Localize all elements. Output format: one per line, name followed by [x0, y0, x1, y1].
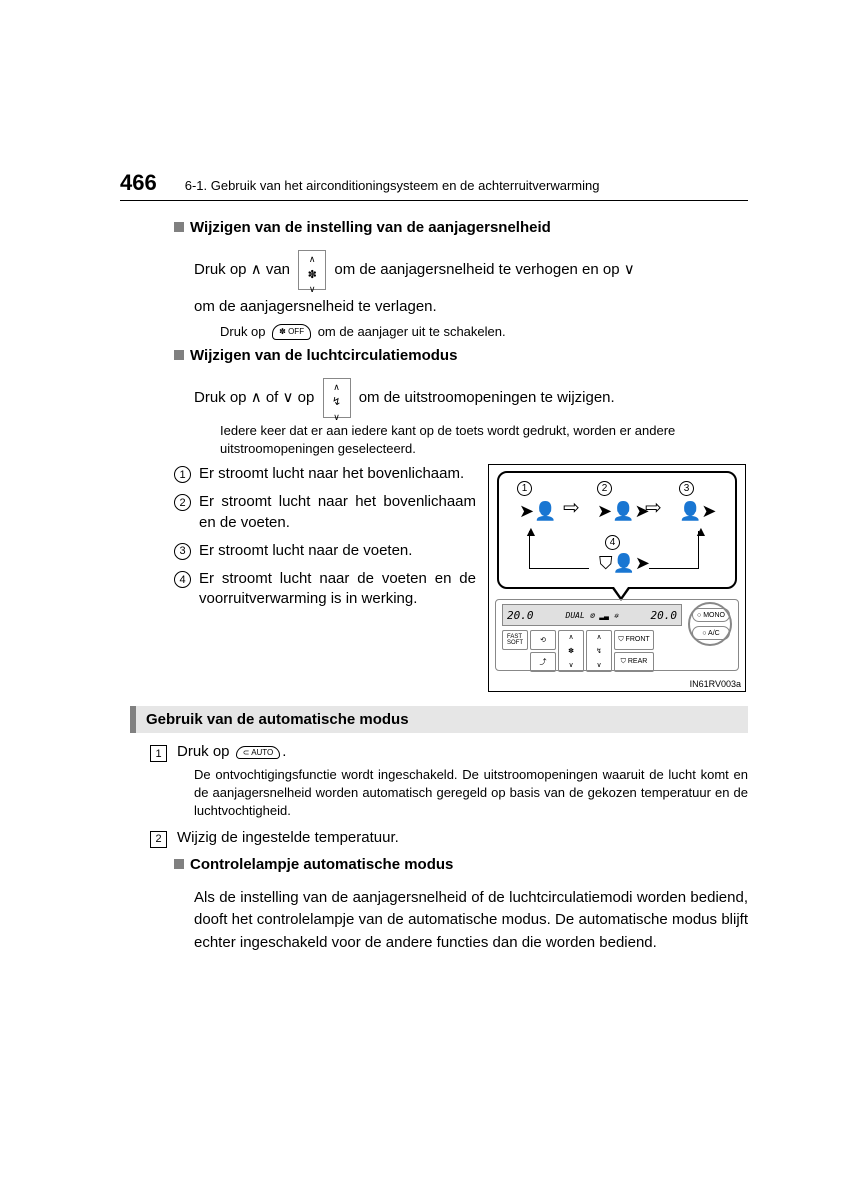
airflow-bilevel-icon: ➤👤➤ — [597, 501, 650, 522]
mode-updown-button: ∧↯∨ — [586, 630, 612, 672]
boxed-1-icon: 1 — [150, 745, 167, 762]
temp-right: 20.0 — [650, 609, 677, 622]
mode-item-4: 4 Er stroomt lucht naar de voeten en de … — [174, 569, 476, 610]
header-text: 6-1. Gebruik van het airconditioningsyst… — [185, 178, 600, 193]
airflow-defrost-feet-icon: ⛉👤➤ — [599, 553, 650, 574]
arrow-right-icon: ⇨ — [645, 495, 662, 520]
circled-4-icon: 4 — [174, 571, 191, 588]
ac-button: ○ A/C — [692, 626, 730, 640]
modes-row: 1 Er stroomt lucht naar het bovenlichaam… — [174, 464, 748, 692]
square-bullet-icon — [174, 222, 184, 232]
page-number: 466 — [120, 170, 157, 196]
balloon-tail-inner — [614, 587, 628, 597]
mode-2-text: Er stroomt lucht naar het bovenlichaam e… — [199, 492, 476, 533]
step-1: 1 Druk op ⊂ AUTO. — [150, 743, 748, 762]
s1-sub-a: Druk op — [220, 324, 266, 339]
circled-2-icon: 2 — [174, 494, 191, 511]
section1-sub: Druk op ✽ OFF om de aanjager uit te scha… — [220, 323, 748, 341]
fast-soft-button: FAST SOFT — [502, 630, 528, 650]
mode-item-3: 3 Er stroomt lucht naar de voeten. — [174, 541, 476, 561]
diag-num-2: 2 — [597, 481, 612, 496]
s1-line1b: om de aanjagersnelheid te verhogen en op… — [334, 261, 634, 278]
front-defrost-button: ⛉ FRONT — [614, 630, 654, 650]
section2-body: Druk op ∧ of ∨ op ∧↯∨ om de uitstroomope… — [194, 378, 748, 418]
step1-sub: De ontvochtigingsfunctie wordt ingeschak… — [194, 766, 748, 821]
rear-defrost-button: ⛉ REAR — [614, 652, 654, 672]
auto-sub-title: Controlelampje automatische modus — [190, 856, 453, 873]
arrow-up-icon: ▲ — [524, 523, 538, 539]
mode-item-2: 2 Er stroomt lucht naar het bovenlichaam… — [174, 492, 476, 533]
section2-title: Wijzigen van de luchtcirculatiemodus — [190, 347, 457, 364]
auto-body: Als de instelling van de aanjagersnelhei… — [194, 887, 748, 955]
section1-title: Wijzigen van de instelling van de aanjag… — [190, 219, 551, 236]
mode-button-icon: ∧↯∨ — [323, 378, 351, 418]
square-bullet-icon — [174, 859, 184, 869]
lcd-display: 20.0 DUAL ⚙ ▂▃ ✲ 20.0 — [502, 604, 682, 626]
flow-line — [649, 531, 699, 569]
auto-section-bar: Gebruik van de automatische modus — [130, 706, 748, 733]
section1-body: Druk op ∧ van ∧✽∨ om de aanjagersnelheid… — [194, 250, 748, 319]
control-panel: 20.0 DUAL ⚙ ▂▃ ✲ 20.0 ○ MONO ○ A/C FAST … — [495, 599, 739, 671]
s1-line2: om de aanjagersnelheid te verlagen. — [194, 296, 748, 319]
airflow-feet-icon: 👤➤ — [679, 501, 717, 522]
temp-left: 20.0 — [507, 609, 534, 622]
step-2: 2 Wijzig de ingestelde temperatuur. — [150, 829, 748, 848]
step1-text: Druk op ⊂ AUTO. — [177, 743, 748, 760]
diag-num-4: 4 — [605, 535, 620, 550]
page-header: 466 6-1. Gebruik van het airconditioning… — [120, 170, 748, 201]
step2-text: Wijzig de ingestelde temperatuur. — [177, 829, 748, 846]
ac-panel-diagram: 1 ➤👤 ⇨ 2 ➤👤➤ ⇨ 3 👤➤ 4 ⛉👤➤ ▲ ▲ — [488, 464, 746, 692]
diag-num-3: 3 — [679, 481, 694, 496]
fan-speed-button-icon: ∧✽∨ — [298, 250, 326, 290]
button-row: FAST SOFT ⟲ ⤴ ∧✽∨ ∧↯∨ ⛉ FRONT ⛉ REAR — [502, 630, 654, 672]
page-content: 466 6-1. Gebruik van het airconditioning… — [0, 0, 848, 954]
circled-1-icon: 1 — [174, 466, 191, 483]
section1-heading: Wijzigen van de instelling van de aanjag… — [174, 219, 748, 236]
off-button-icon: ✽ OFF — [272, 324, 311, 339]
flow-line — [529, 531, 589, 569]
s1-sub-b: om de aanjager uit te schakelen. — [318, 324, 506, 339]
arrow-right-icon: ⇨ — [563, 495, 580, 520]
circled-3-icon: 3 — [174, 543, 191, 560]
fresh-air-button-icon: ⤴ — [530, 652, 556, 672]
auto-button-icon: ⊂ AUTO — [236, 746, 281, 759]
step1-a: Druk op — [177, 743, 230, 760]
diagram-code: IN61RV003a — [690, 679, 741, 689]
section2-heading: Wijzigen van de luchtcirculatiemodus — [174, 347, 748, 364]
recirc-button-icon: ⟲ — [530, 630, 556, 650]
mode-1-text: Er stroomt lucht naar het bovenlichaam. — [199, 464, 476, 484]
diag-num-1: 1 — [517, 481, 532, 496]
arrow-up-icon: ▲ — [694, 523, 708, 539]
step1-end: . — [282, 743, 286, 760]
auto-sub-heading: Controlelampje automatische modus — [174, 856, 748, 873]
fan-updown-button: ∧✽∨ — [558, 630, 584, 672]
mono-button: ○ MONO — [692, 608, 730, 622]
airflow-face-icon: ➤👤 — [519, 501, 557, 522]
callout-balloon: 1 ➤👤 ⇨ 2 ➤👤➤ ⇨ 3 👤➤ 4 ⛉👤➤ ▲ ▲ — [497, 471, 737, 589]
s2-line1b: om de uitstroomopeningen te wijzigen. — [359, 389, 615, 406]
modes-list: 1 Er stroomt lucht naar het bovenlichaam… — [174, 464, 476, 618]
s1-line1a: Druk op ∧ van — [194, 261, 290, 278]
diagram-column: 1 ➤👤 ⇨ 2 ➤👤➤ ⇨ 3 👤➤ 4 ⛉👤➤ ▲ ▲ — [488, 464, 748, 692]
s2-line1a: Druk op ∧ of ∨ op — [194, 389, 314, 406]
mode-item-1: 1 Er stroomt lucht naar het bovenlichaam… — [174, 464, 476, 484]
boxed-2-icon: 2 — [150, 831, 167, 848]
mode-4-text: Er stroomt lucht naar de voeten en de vo… — [199, 569, 476, 610]
mode-3-text: Er stroomt lucht naar de voeten. — [199, 541, 476, 561]
display-icons: DUAL ⚙ ▂▃ ✲ — [566, 611, 619, 620]
section2-sub: Iedere keer dat er aan iedere kant op de… — [220, 422, 748, 458]
square-bullet-icon — [174, 350, 184, 360]
